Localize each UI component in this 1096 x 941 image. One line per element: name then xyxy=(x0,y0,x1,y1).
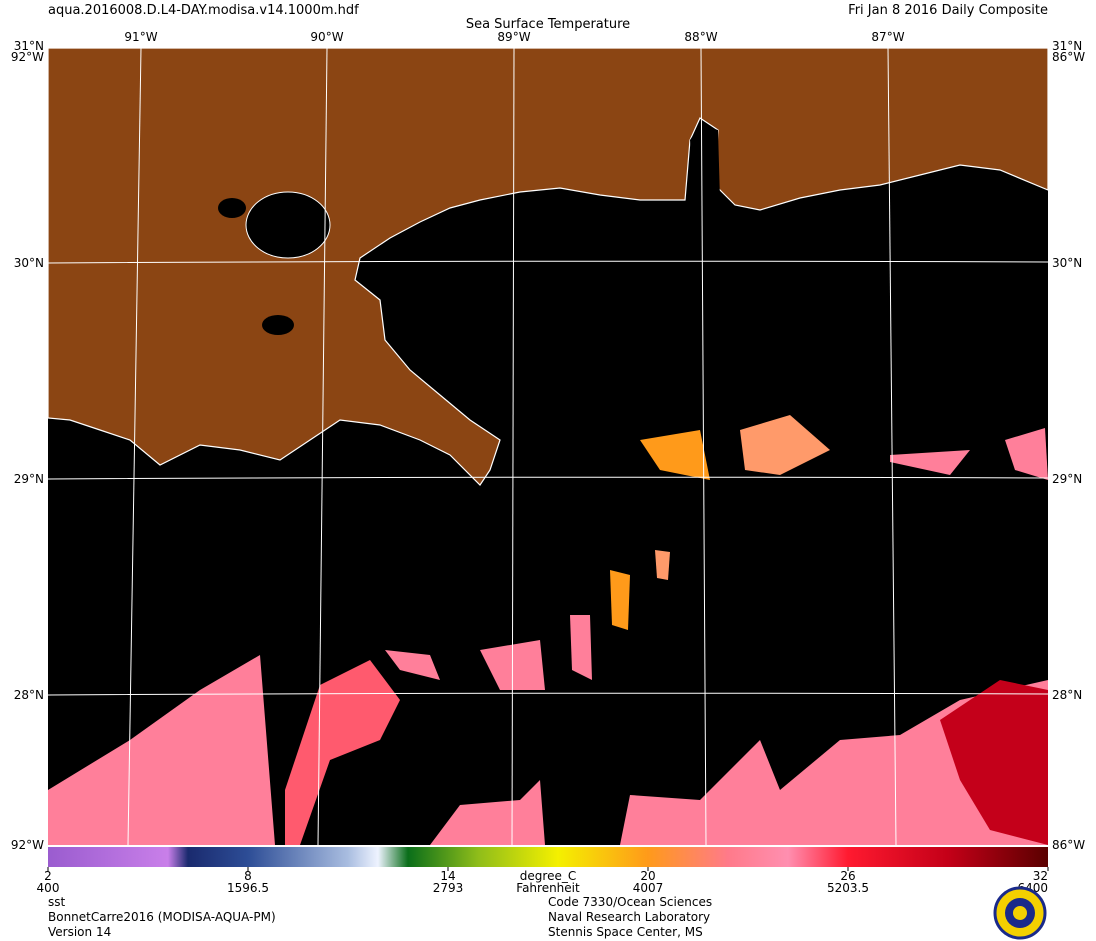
colorbar-label: 8 xyxy=(244,869,252,883)
title: Sea Surface Temperature xyxy=(466,17,630,32)
corner-label: 92°W xyxy=(11,838,44,852)
lon-label: 88°W xyxy=(684,30,717,44)
lat-label: 30°N xyxy=(1052,256,1082,270)
lon-label: 90°W xyxy=(310,30,343,44)
bay xyxy=(690,125,720,205)
logo xyxy=(993,886,1047,940)
colorbar-label: 14 xyxy=(440,869,455,883)
lake xyxy=(262,315,294,335)
secondary-unit: Fahrenheit xyxy=(516,881,580,895)
lon-label: 89°W xyxy=(497,30,530,44)
corner-label: 31°N xyxy=(14,39,44,53)
lat-label: 30°N xyxy=(14,256,44,270)
footer-right: Naval Research Laboratory xyxy=(548,910,710,924)
corner-label: 31°N xyxy=(1052,39,1082,53)
colorbar-secondary-label: 400 xyxy=(37,881,60,895)
lon-label: 91°W xyxy=(124,30,157,44)
lake xyxy=(218,198,246,218)
land xyxy=(47,47,1049,486)
colorbar-label: 32 xyxy=(1033,869,1048,883)
unit: degree_C xyxy=(520,869,576,883)
colorbar-label: 2 xyxy=(44,869,52,883)
colorbar-label: 20 xyxy=(640,869,655,883)
lon-label: 87°W xyxy=(871,30,904,44)
footer-left: BonnetCarre2016 (MODISA-AQUA-PM) xyxy=(48,910,276,924)
colorbar-label: 26 xyxy=(840,869,855,883)
lat-label: 29°N xyxy=(14,472,44,486)
colorbar-secondary-label: 1596.5 xyxy=(227,881,269,895)
lat-label: 28°N xyxy=(1052,688,1082,702)
file-name: aqua.2016008.D.L4-DAY.modisa.v14.1000m.h… xyxy=(48,3,359,18)
footer-left: sst xyxy=(48,895,66,909)
lake xyxy=(245,191,331,259)
colorbar xyxy=(48,847,1048,867)
graticule xyxy=(47,47,1049,846)
date: Fri Jan 8 2016 Daily Composite xyxy=(848,3,1048,18)
lat-label: 29°N xyxy=(1052,472,1082,486)
footer-right: Code 7330/Ocean Sciences xyxy=(548,895,712,909)
footer-left: Version 14 xyxy=(48,925,111,939)
corner-label: 92°W xyxy=(11,50,44,64)
lat-label: 28°N xyxy=(14,688,44,702)
colorbar-secondary-label: 2793 xyxy=(433,881,464,895)
colorbar-secondary-label: 4007 xyxy=(633,881,664,895)
sst-patches xyxy=(48,415,1048,845)
corner-label: 86°W xyxy=(1052,50,1085,64)
corner-label: 86°W xyxy=(1052,838,1085,852)
colorbar-secondary-label: 5203.5 xyxy=(827,881,869,895)
map xyxy=(47,47,1049,846)
footer-right: Stennis Space Center, MS xyxy=(548,925,703,939)
